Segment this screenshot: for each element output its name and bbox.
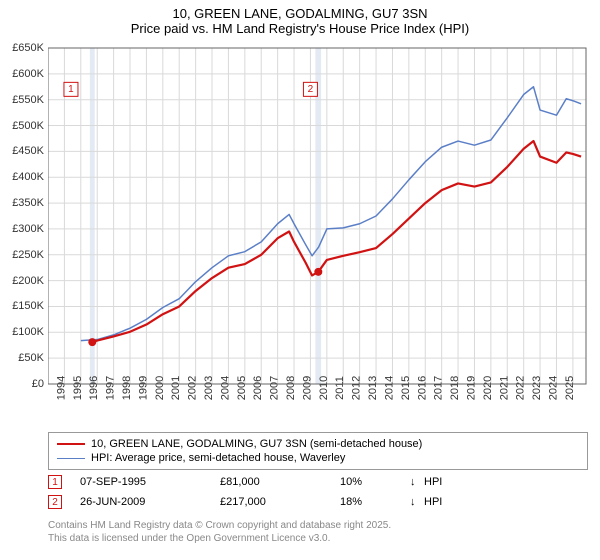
svg-text:2024: 2024 (547, 376, 559, 400)
y-axis-label: £50K (18, 352, 44, 364)
svg-text:2000: 2000 (154, 376, 166, 400)
transaction-marker-icon: 1 (48, 475, 62, 489)
svg-text:2012: 2012 (351, 376, 363, 400)
footer-line: Contains HM Land Registry data © Crown c… (48, 520, 391, 533)
svg-text:2017: 2017 (433, 376, 445, 400)
svg-text:1994: 1994 (55, 376, 67, 400)
svg-text:1998: 1998 (121, 376, 133, 400)
legend-item: HPI: Average price, semi-detached house,… (57, 451, 579, 465)
y-axis-label: £450K (12, 145, 44, 157)
transaction-pct: 18% (340, 496, 410, 508)
transaction-row: 1 07-SEP-1995 £81,000 10% ↓ HPI (48, 472, 588, 492)
svg-text:2015: 2015 (400, 376, 412, 400)
legend-label: HPI: Average price, semi-detached house,… (91, 452, 345, 464)
y-axis-label: £400K (12, 171, 44, 183)
svg-text:1996: 1996 (88, 376, 100, 400)
svg-text:2004: 2004 (219, 376, 231, 400)
svg-text:2006: 2006 (252, 376, 264, 400)
svg-text:2011: 2011 (334, 376, 346, 400)
y-axis-label: £100K (12, 326, 44, 338)
svg-text:2022: 2022 (515, 376, 527, 400)
svg-text:2009: 2009 (301, 376, 313, 400)
transaction-vs: HPI (424, 476, 442, 488)
y-axis-label: £500K (12, 120, 44, 132)
y-axis-label: £600K (12, 68, 44, 80)
svg-text:2003: 2003 (203, 376, 215, 400)
y-axis-label: £550K (12, 94, 44, 106)
y-axis-label: £300K (12, 223, 44, 235)
transaction-price: £217,000 (220, 496, 340, 508)
svg-text:2020: 2020 (482, 376, 494, 400)
transaction-marker-icon: 2 (48, 495, 62, 509)
svg-text:2019: 2019 (465, 376, 477, 400)
svg-text:1995: 1995 (72, 376, 84, 400)
transaction-pct: 10% (340, 476, 410, 488)
svg-text:2016: 2016 (416, 376, 428, 400)
transaction-price: £81,000 (220, 476, 340, 488)
svg-text:1: 1 (68, 84, 74, 95)
legend-swatch (57, 443, 85, 445)
legend-label: 10, GREEN LANE, GODALMING, GU7 3SN (semi… (91, 438, 422, 450)
transaction-date: 07-SEP-1995 (80, 476, 220, 488)
transaction-date: 26-JUN-2009 (80, 496, 220, 508)
svg-text:2025: 2025 (564, 376, 576, 400)
line-chart: 1993199419951996199719981999200020012002… (48, 46, 588, 406)
svg-text:2021: 2021 (498, 376, 510, 400)
down-arrow-icon: ↓ (410, 476, 424, 488)
svg-text:1997: 1997 (105, 376, 117, 400)
svg-text:2007: 2007 (269, 376, 281, 400)
chart-title: 10, GREEN LANE, GODALMING, GU7 3SN (0, 0, 600, 21)
y-axis-label: £250K (12, 249, 44, 261)
footer-line: This data is licensed under the Open Gov… (48, 533, 391, 546)
y-axis-label: £200K (12, 275, 44, 287)
svg-text:1999: 1999 (137, 376, 149, 400)
transaction-vs: HPI (424, 496, 442, 508)
svg-text:2001: 2001 (170, 376, 182, 400)
svg-text:2010: 2010 (318, 376, 330, 400)
y-axis-label: £150K (12, 300, 44, 312)
y-axis-label: £650K (12, 42, 44, 54)
transaction-row: 2 26-JUN-2009 £217,000 18% ↓ HPI (48, 492, 588, 512)
svg-text:2002: 2002 (187, 376, 199, 400)
y-axis-label: £350K (12, 197, 44, 209)
chart-subtitle: Price paid vs. HM Land Registry's House … (0, 21, 600, 40)
legend: 10, GREEN LANE, GODALMING, GU7 3SN (semi… (48, 432, 588, 470)
transactions-table: 1 07-SEP-1995 £81,000 10% ↓ HPI 2 26-JUN… (48, 472, 588, 512)
legend-swatch (57, 458, 85, 459)
down-arrow-icon: ↓ (410, 496, 424, 508)
chart-area: 1993199419951996199719981999200020012002… (48, 46, 588, 406)
footer-attribution: Contains HM Land Registry data © Crown c… (48, 520, 391, 545)
svg-text:2013: 2013 (367, 376, 379, 400)
svg-text:2023: 2023 (531, 376, 543, 400)
svg-text:2005: 2005 (236, 376, 248, 400)
legend-item: 10, GREEN LANE, GODALMING, GU7 3SN (semi… (57, 437, 579, 451)
svg-text:2014: 2014 (383, 376, 395, 400)
y-axis-label: £0 (32, 378, 44, 390)
svg-text:2008: 2008 (285, 376, 297, 400)
svg-text:2018: 2018 (449, 376, 461, 400)
svg-text:2: 2 (308, 84, 314, 95)
